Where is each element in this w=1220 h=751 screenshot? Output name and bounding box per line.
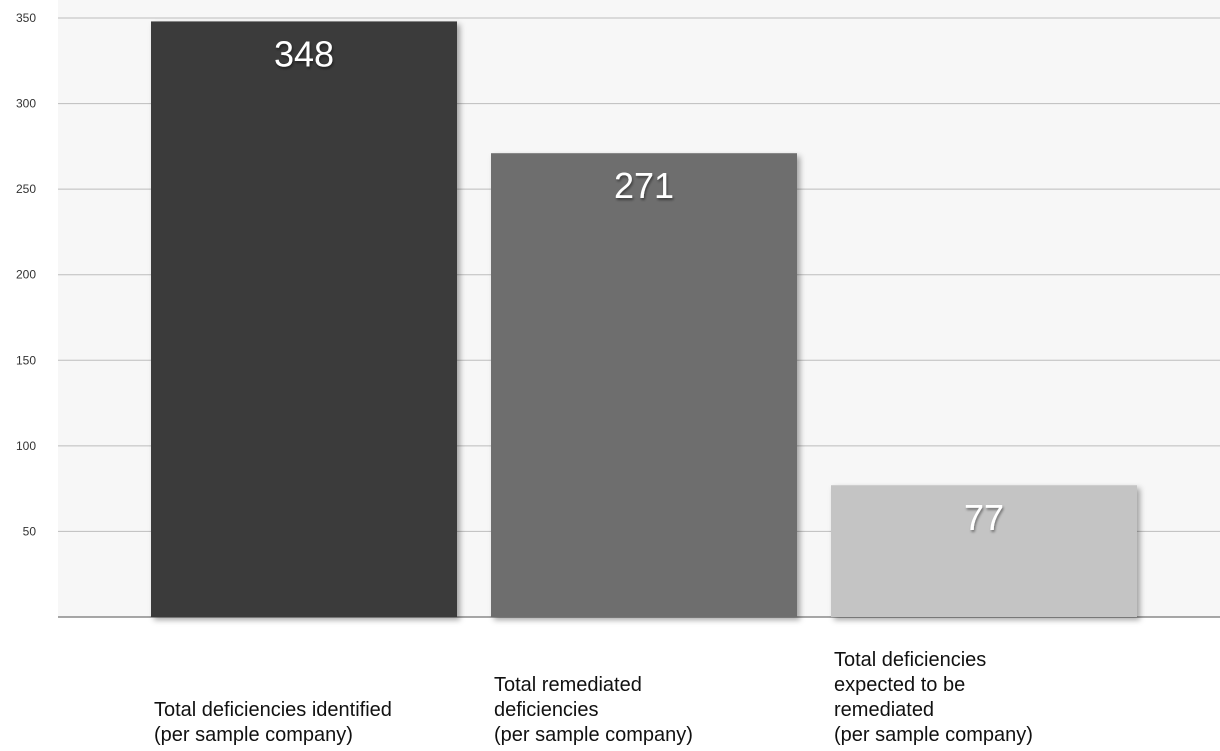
y-tick-label: 50 <box>23 524 37 538</box>
data-labels: 348 271 77 <box>274 33 1004 538</box>
y-tick-label: 300 <box>16 97 36 111</box>
data-label-2: 271 <box>614 165 674 206</box>
y-tick-label: 200 <box>16 268 36 282</box>
data-label-1: 348 <box>274 33 334 74</box>
data-label-3: 77 <box>964 497 1004 538</box>
bar-3 <box>831 485 1137 617</box>
y-axis-ticks: 50 100 150 200 250 300 350 <box>16 11 36 538</box>
category-label-3: Total deficiencies expected to be remedi… <box>834 649 1033 746</box>
y-tick-label: 350 <box>16 11 36 25</box>
bar-1 <box>151 21 457 618</box>
y-tick-label: 150 <box>16 353 36 367</box>
bars <box>151 21 1137 618</box>
category-label-2: Total remediated deficiencies (per sampl… <box>494 674 693 746</box>
y-tick-label: 100 <box>16 439 36 453</box>
bar-2 <box>491 153 797 617</box>
y-tick-label: 250 <box>16 182 36 196</box>
category-label-1: Total deficiencies identified (per sampl… <box>154 699 392 746</box>
